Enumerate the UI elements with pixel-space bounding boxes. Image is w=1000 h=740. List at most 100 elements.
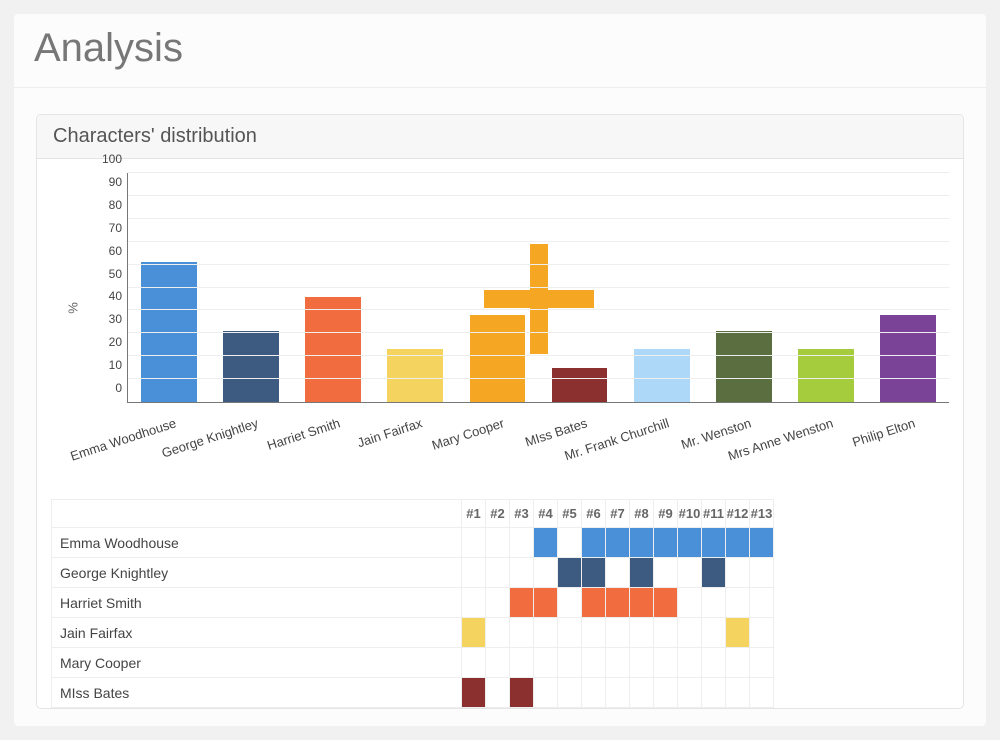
heatmap-cell[interactable] bbox=[462, 648, 486, 678]
heatmap-cell[interactable] bbox=[750, 648, 774, 678]
heatmap-cell[interactable] bbox=[630, 618, 654, 648]
heatmap-cell[interactable] bbox=[678, 678, 702, 708]
bar-slot: Mr. Wenston bbox=[703, 173, 785, 402]
heatmap-cell[interactable] bbox=[606, 648, 630, 678]
heatmap-cell[interactable] bbox=[726, 588, 750, 618]
heatmap-cell[interactable] bbox=[654, 528, 678, 558]
y-tick-label: 20 bbox=[92, 335, 122, 349]
heatmap-cell[interactable] bbox=[510, 588, 534, 618]
heatmap-cell[interactable] bbox=[462, 528, 486, 558]
heatmap-cell[interactable] bbox=[750, 678, 774, 708]
bar[interactable] bbox=[634, 349, 690, 402]
heatmap-cell[interactable] bbox=[606, 678, 630, 708]
bar[interactable] bbox=[387, 349, 443, 402]
heatmap-cell[interactable] bbox=[750, 558, 774, 588]
bar-slot: Mr. Frank Churchill bbox=[621, 173, 703, 402]
heatmap-cell[interactable] bbox=[558, 618, 582, 648]
heatmap-cell[interactable] bbox=[726, 618, 750, 648]
x-tick-label: Philip Elton bbox=[847, 406, 917, 450]
heatmap-cell[interactable] bbox=[462, 678, 486, 708]
heatmap-cell[interactable] bbox=[630, 588, 654, 618]
heatmap-cell[interactable] bbox=[582, 648, 606, 678]
heatmap-cell[interactable] bbox=[726, 528, 750, 558]
heatmap-cell[interactable] bbox=[486, 588, 510, 618]
heatmap-cell[interactable] bbox=[678, 528, 702, 558]
gridline bbox=[128, 195, 949, 196]
plot-area: Emma WoodhouseGeorge KnightleyHarriet Sm… bbox=[127, 173, 949, 403]
heatmap-cell[interactable] bbox=[510, 528, 534, 558]
table-header: #10 bbox=[678, 500, 702, 528]
heatmap-cell[interactable] bbox=[702, 588, 726, 618]
heatmap-cell[interactable] bbox=[486, 528, 510, 558]
heatmap-cell[interactable] bbox=[510, 678, 534, 708]
heatmap-cell[interactable] bbox=[558, 528, 582, 558]
heatmap-cell[interactable] bbox=[486, 648, 510, 678]
heatmap-cell[interactable] bbox=[702, 558, 726, 588]
heatmap-cell[interactable] bbox=[558, 558, 582, 588]
heatmap-cell[interactable] bbox=[462, 588, 486, 618]
heatmap-cell[interactable] bbox=[558, 648, 582, 678]
heatmap-cell[interactable] bbox=[510, 648, 534, 678]
heatmap-cell[interactable] bbox=[630, 648, 654, 678]
heatmap-cell[interactable] bbox=[606, 588, 630, 618]
heatmap-cell[interactable] bbox=[654, 558, 678, 588]
heatmap-cell[interactable] bbox=[702, 528, 726, 558]
heatmap-cell[interactable] bbox=[582, 618, 606, 648]
heatmap-cell[interactable] bbox=[750, 528, 774, 558]
heatmap-cell[interactable] bbox=[606, 558, 630, 588]
heatmap-cell[interactable] bbox=[534, 588, 558, 618]
heatmap-cell[interactable] bbox=[534, 618, 558, 648]
heatmap-cell[interactable] bbox=[534, 678, 558, 708]
y-tick-label: 90 bbox=[92, 175, 122, 189]
heatmap-cell[interactable] bbox=[630, 678, 654, 708]
heatmap-cell[interactable] bbox=[534, 528, 558, 558]
heatmap-cell[interactable] bbox=[726, 678, 750, 708]
heatmap-cell[interactable] bbox=[702, 678, 726, 708]
heatmap-cell[interactable] bbox=[606, 528, 630, 558]
heatmap-cell[interactable] bbox=[462, 618, 486, 648]
y-tick-label: 80 bbox=[92, 198, 122, 212]
bar[interactable] bbox=[716, 331, 772, 402]
heatmap-cell[interactable] bbox=[750, 618, 774, 648]
heatmap-cell[interactable] bbox=[702, 648, 726, 678]
heatmap-cell[interactable] bbox=[678, 618, 702, 648]
heatmap-cell[interactable] bbox=[510, 558, 534, 588]
heatmap-cell[interactable] bbox=[654, 678, 678, 708]
heatmap-cell[interactable] bbox=[606, 618, 630, 648]
heatmap-cell[interactable] bbox=[654, 588, 678, 618]
heatmap-cell[interactable] bbox=[558, 588, 582, 618]
heatmap-cell[interactable] bbox=[558, 678, 582, 708]
heatmap-cell[interactable] bbox=[678, 558, 702, 588]
heatmap-cell[interactable] bbox=[486, 618, 510, 648]
bar[interactable] bbox=[552, 368, 608, 402]
bar[interactable] bbox=[470, 315, 526, 402]
bar[interactable] bbox=[305, 297, 361, 402]
heatmap-cell[interactable] bbox=[582, 528, 606, 558]
heatmap-cell[interactable] bbox=[654, 618, 678, 648]
heatmap-cell[interactable] bbox=[702, 618, 726, 648]
heatmap-cell[interactable] bbox=[726, 648, 750, 678]
heatmap-cell[interactable] bbox=[654, 648, 678, 678]
bar-slot: Jain Fairfax bbox=[374, 173, 456, 402]
heatmap-cell[interactable] bbox=[486, 558, 510, 588]
heatmap-cell[interactable] bbox=[678, 588, 702, 618]
bar[interactable] bbox=[798, 349, 854, 402]
heatmap-cell[interactable] bbox=[750, 588, 774, 618]
heatmap-cell[interactable] bbox=[462, 558, 486, 588]
gridline bbox=[128, 172, 949, 173]
table-row: Harriet Smith bbox=[52, 588, 949, 618]
heatmap-cell[interactable] bbox=[630, 558, 654, 588]
heatmap-cell[interactable] bbox=[678, 648, 702, 678]
bar[interactable] bbox=[223, 331, 279, 402]
heatmap-cell[interactable] bbox=[534, 648, 558, 678]
x-tick-label: Harriet Smith bbox=[262, 406, 342, 453]
heatmap-cell[interactable] bbox=[486, 678, 510, 708]
heatmap-cell[interactable] bbox=[630, 528, 654, 558]
heatmap-cell[interactable] bbox=[726, 558, 750, 588]
heatmap-cell[interactable] bbox=[582, 678, 606, 708]
heatmap-cell[interactable] bbox=[582, 558, 606, 588]
bar[interactable] bbox=[880, 315, 936, 402]
heatmap-cell[interactable] bbox=[534, 558, 558, 588]
heatmap-cell[interactable] bbox=[510, 618, 534, 648]
heatmap-cell[interactable] bbox=[582, 588, 606, 618]
